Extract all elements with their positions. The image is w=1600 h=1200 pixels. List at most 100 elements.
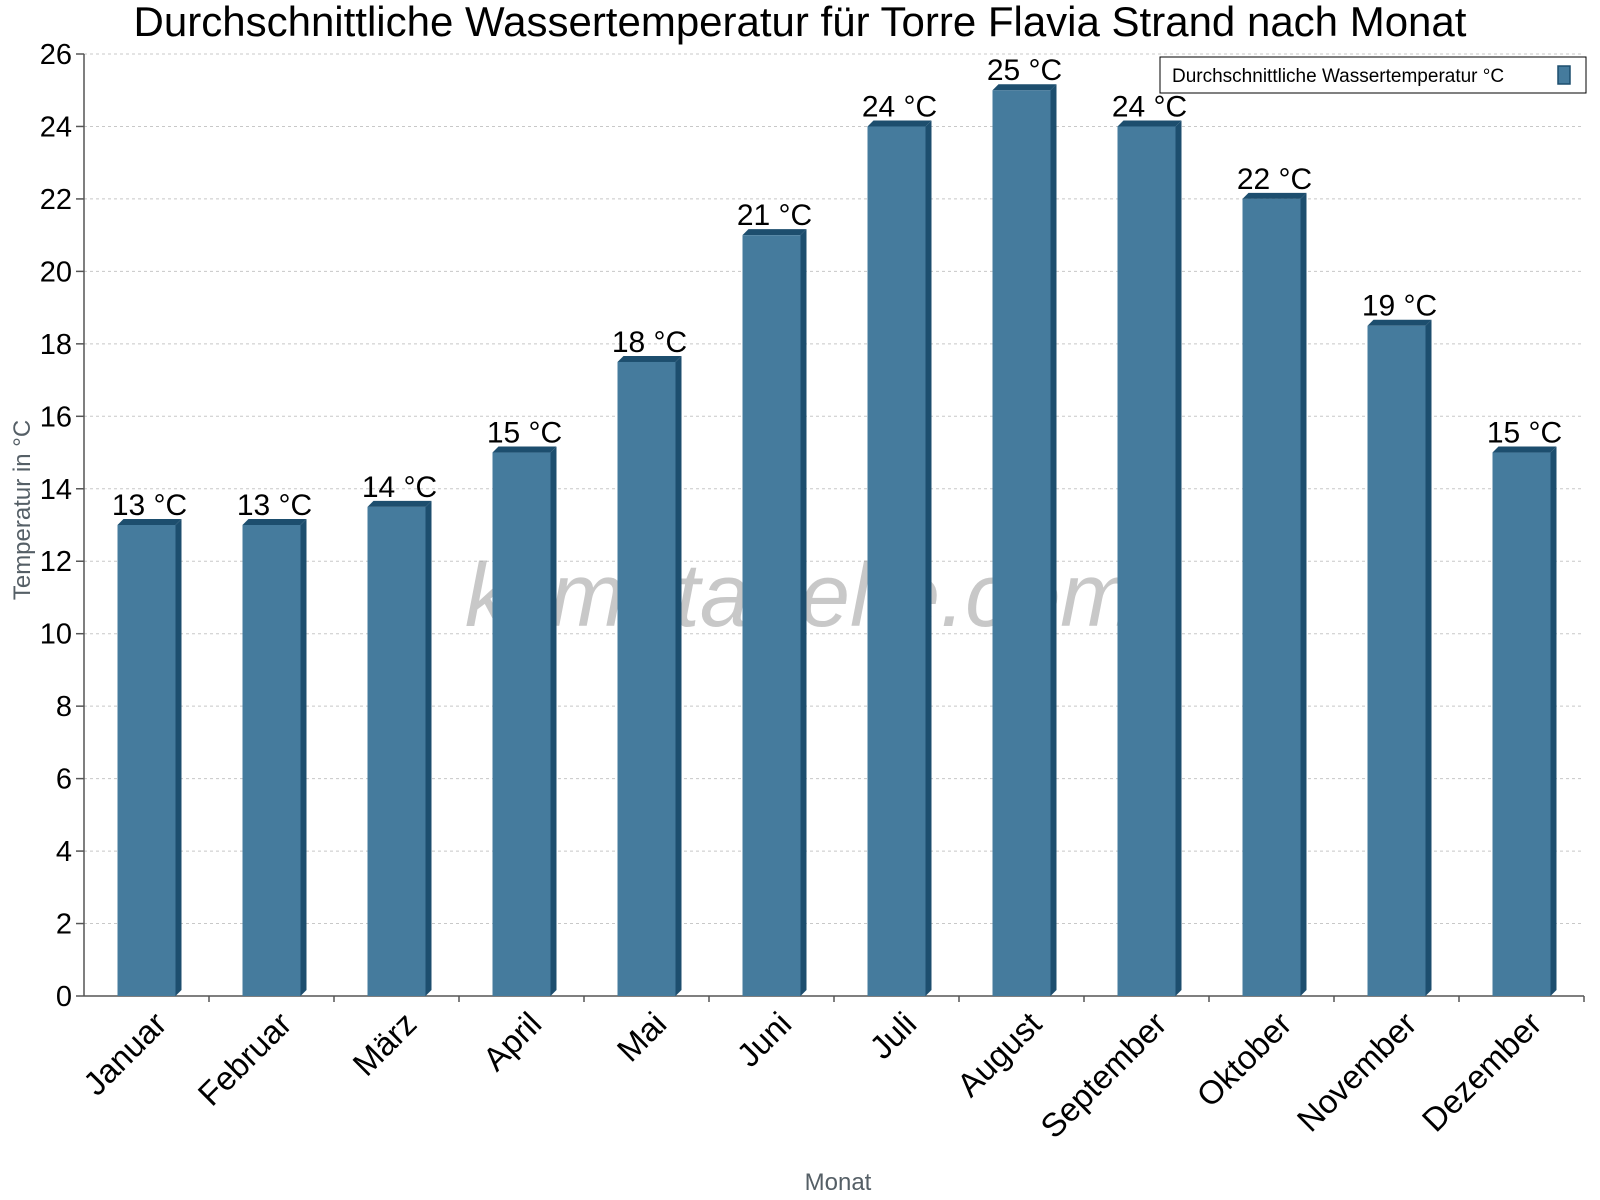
x-axis-label: Monat bbox=[805, 1169, 872, 1196]
data-label: 15 °C bbox=[487, 417, 562, 450]
x-tick-label: September bbox=[1033, 1005, 1173, 1145]
bar-front bbox=[242, 525, 301, 996]
y-tick-label: 22 bbox=[40, 184, 72, 216]
y-tick-label: 6 bbox=[56, 764, 72, 796]
x-tick-label: Juli bbox=[862, 1005, 923, 1066]
x-axis-ticks: Januar Februar März April Mai Juni Juli AugustS… bbox=[76, 996, 1585, 1145]
y-tick-label: 24 bbox=[40, 111, 72, 143]
gridlines bbox=[84, 53, 1584, 925]
bar-front bbox=[1242, 198, 1301, 996]
data-label: 22 °C bbox=[1237, 163, 1312, 196]
y-tick-label: 26 bbox=[40, 39, 72, 71]
data-label: 19 °C bbox=[1362, 290, 1437, 323]
bar-side bbox=[1550, 446, 1557, 996]
x-tick-label: Februar bbox=[191, 1005, 299, 1113]
bar-mai bbox=[617, 355, 682, 996]
bar-side bbox=[425, 500, 432, 996]
y-tick-label: 12 bbox=[40, 546, 72, 578]
bar-front bbox=[867, 126, 926, 996]
bar-august bbox=[992, 84, 1057, 996]
bar-side bbox=[675, 355, 682, 996]
bar-side bbox=[800, 229, 807, 997]
data-label: 13 °C bbox=[237, 489, 312, 522]
bar-juni bbox=[742, 229, 807, 997]
data-labels: 13 °C 13 °C 14 °C 15 °C 18 °C 21 °C 24 °C 25 °C… bbox=[112, 54, 1562, 522]
y-tick-label: 14 bbox=[40, 474, 72, 506]
bar-side bbox=[550, 446, 557, 996]
x-tick-label: April bbox=[476, 1005, 549, 1078]
bar-april bbox=[492, 446, 557, 996]
bar-front bbox=[492, 452, 551, 996]
bar-februar bbox=[242, 519, 307, 996]
chart-title: Durchschnittliche Wassertemperatur für T… bbox=[134, 0, 1467, 45]
x-tick-label: Mai bbox=[610, 1005, 674, 1069]
legend-box bbox=[1159, 56, 1587, 94]
y-tick-label: 2 bbox=[56, 909, 72, 941]
bar-front bbox=[742, 235, 801, 997]
bar-top bbox=[242, 519, 307, 525]
data-label: 24 °C bbox=[862, 90, 937, 123]
bar-side bbox=[1050, 84, 1057, 996]
y-tick-label: 20 bbox=[40, 256, 72, 288]
bar-juli bbox=[867, 120, 932, 996]
axes bbox=[83, 54, 1584, 997]
bar-top bbox=[992, 84, 1057, 91]
data-label: 21 °C bbox=[737, 199, 812, 232]
bar-side bbox=[300, 519, 307, 996]
y-axis-label: Temperatur in °C bbox=[9, 420, 36, 600]
bar-front bbox=[117, 525, 176, 996]
bar-side bbox=[1425, 319, 1432, 996]
x-tick-label: Januar bbox=[76, 1005, 174, 1103]
x-tick-label: November bbox=[1290, 1005, 1424, 1139]
bar-front bbox=[1117, 126, 1176, 996]
bar-side bbox=[1175, 120, 1182, 996]
bar-top bbox=[1117, 120, 1182, 127]
bar-top bbox=[742, 229, 807, 236]
y-tick-label: 18 bbox=[40, 329, 72, 361]
bar-front bbox=[367, 506, 426, 996]
y-tick-label: 4 bbox=[56, 836, 72, 868]
bar-top bbox=[1367, 319, 1432, 326]
x-tick-label: August bbox=[950, 1005, 1049, 1104]
data-label: 13 °C bbox=[112, 489, 187, 522]
y-tick-label: 16 bbox=[40, 401, 72, 433]
bar-front bbox=[1367, 325, 1426, 996]
bar-front bbox=[992, 90, 1051, 996]
x-tick-label: Oktober bbox=[1189, 1005, 1298, 1114]
data-label: 14 °C bbox=[362, 471, 437, 504]
bar-side bbox=[925, 120, 932, 996]
data-label: 18 °C bbox=[612, 326, 687, 359]
x-tick-label: Dezember bbox=[1415, 1005, 1549, 1139]
x-tick-label: März bbox=[345, 1005, 423, 1083]
bar-september bbox=[1117, 120, 1182, 996]
data-label: 15 °C bbox=[1487, 417, 1562, 450]
bar-top bbox=[867, 120, 932, 127]
y-tick-label: 0 bbox=[56, 981, 72, 1013]
bar-side bbox=[1300, 192, 1307, 996]
legend-label: Durchschnittliche Wassertemperatur °C bbox=[1172, 66, 1504, 87]
bar-märz bbox=[367, 500, 432, 996]
data-label: 24 °C bbox=[1112, 90, 1187, 123]
bar-top bbox=[617, 355, 682, 362]
bars bbox=[117, 84, 1557, 997]
y-tick-label: 8 bbox=[56, 691, 72, 723]
legend-swatch bbox=[1557, 65, 1571, 85]
bar-front bbox=[1492, 452, 1551, 996]
bar-front bbox=[617, 361, 676, 996]
bar-dezember bbox=[1492, 446, 1557, 996]
bar-november bbox=[1367, 319, 1432, 996]
data-label: 25 °C bbox=[987, 54, 1062, 87]
bar-top bbox=[492, 446, 557, 453]
bar-top bbox=[367, 500, 432, 507]
legend: Durchschnittliche Wassertemperatur °C bbox=[1159, 56, 1587, 94]
bar-side bbox=[175, 519, 182, 996]
y-tick-label: 10 bbox=[40, 619, 72, 651]
bar-oktober bbox=[1242, 192, 1307, 996]
bar-top bbox=[117, 519, 182, 525]
bar-januar bbox=[117, 519, 182, 996]
bar-top bbox=[1492, 446, 1557, 453]
bar-top bbox=[1242, 192, 1307, 199]
x-tick-label: Juni bbox=[729, 1005, 798, 1074]
